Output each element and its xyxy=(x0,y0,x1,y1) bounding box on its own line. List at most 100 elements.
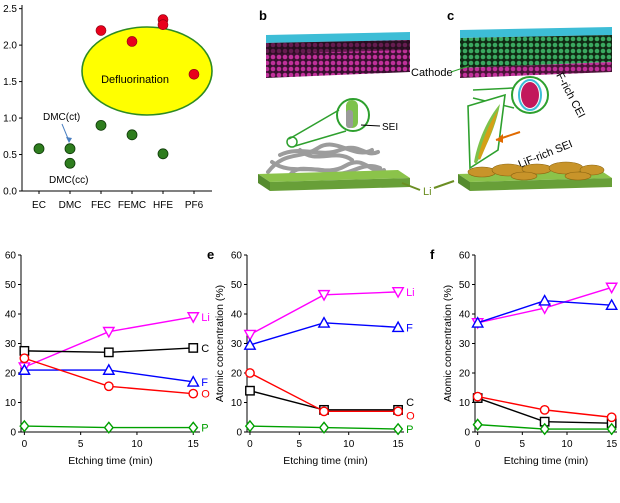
series-label-c: C xyxy=(201,343,209,355)
annotation-dmc-cc: DMC(cc) xyxy=(49,175,88,186)
y-tick-label: 0 xyxy=(464,428,470,439)
x-tick-label: PF6 xyxy=(185,200,204,211)
data-point-green xyxy=(64,143,76,155)
series-label-p: P xyxy=(406,424,413,436)
cathode-c xyxy=(460,35,612,68)
data-point-red xyxy=(188,68,200,80)
y-tick-label: 30 xyxy=(459,339,471,350)
series-label-o: O xyxy=(406,410,415,422)
y-tick-label: 0.0 xyxy=(3,187,17,198)
data-point xyxy=(19,419,30,433)
data-point xyxy=(472,391,483,402)
y-tick-label: 10 xyxy=(459,398,471,409)
x-axis-label: Etching time (min) xyxy=(68,455,153,467)
y-tick-label: 60 xyxy=(231,251,243,262)
data-point xyxy=(392,422,404,436)
x-tick-label: DMC xyxy=(59,200,82,211)
data-point xyxy=(19,353,30,364)
cathode-top-c xyxy=(460,27,612,38)
sei-pointer xyxy=(360,124,381,127)
li-slab-b xyxy=(258,174,270,191)
x-tick-label: FEMC xyxy=(118,200,146,211)
li-slab-b-front xyxy=(270,178,410,191)
data-point xyxy=(317,289,331,302)
data-point xyxy=(539,422,550,436)
x-tick-label: 15 xyxy=(393,439,405,450)
cathode-top-b xyxy=(266,32,410,43)
sei-particle-core xyxy=(346,110,353,128)
panel-label-f: f xyxy=(430,247,435,262)
li-arrow-right xyxy=(433,180,455,189)
y-axis-label: Atomic concentration (%) xyxy=(214,285,226,402)
data-point-green xyxy=(95,119,107,131)
y-tick-label: 0.5 xyxy=(3,150,17,161)
cei-particle-shell xyxy=(518,79,542,111)
li-label: Li xyxy=(423,186,432,198)
y-tick-label: 0 xyxy=(236,428,242,439)
y-tick-label: 20 xyxy=(459,369,471,380)
li-slab-c-front xyxy=(470,178,612,191)
data-point xyxy=(188,421,199,434)
data-point xyxy=(605,298,619,311)
lithium-deposits-c xyxy=(467,161,605,181)
data-point xyxy=(391,286,405,299)
li-arrow-left xyxy=(401,182,421,191)
y-tick-label: 40 xyxy=(5,310,17,321)
sei-label: SEI xyxy=(382,122,398,133)
data-point xyxy=(188,343,199,353)
x-tick-label: HFE xyxy=(153,200,173,211)
x-tick-label: 0 xyxy=(22,439,28,450)
y-axis-label: Atomic concentration (%) xyxy=(442,285,454,402)
data-point xyxy=(186,375,200,387)
data-point xyxy=(539,404,550,415)
data-point xyxy=(188,388,199,399)
series-label-f: F xyxy=(406,322,413,334)
panel-label-e: e xyxy=(207,247,214,262)
series-line-li xyxy=(24,316,194,368)
data-point xyxy=(102,326,116,339)
data-point xyxy=(102,363,116,375)
lif-pointer-head xyxy=(496,134,503,143)
data-point xyxy=(393,406,403,417)
panel-f-chart: f 0 10 20 30 40 50 60 0 5 10 15 Etching time (min) A… xyxy=(430,247,619,467)
x-tick-label: 5 xyxy=(297,439,303,450)
x-tick-label: 10 xyxy=(561,439,573,450)
data-point xyxy=(391,320,405,333)
cathode-label: Cathode xyxy=(411,67,453,79)
data-point xyxy=(17,363,31,375)
x-tick-label: 0 xyxy=(247,439,253,450)
data-point xyxy=(538,294,552,306)
data-point-green xyxy=(64,157,76,169)
data-point-red xyxy=(95,25,107,36)
data-point xyxy=(605,282,619,295)
y-tick-label: 0 xyxy=(10,428,16,439)
x-tick-label: 10 xyxy=(343,439,355,450)
data-point xyxy=(243,338,257,350)
annotation-defluorination: Defluorination xyxy=(101,74,169,86)
li-slab-b-top xyxy=(258,170,410,182)
series-label-li: Li xyxy=(406,287,415,299)
panel-label-c: c xyxy=(447,8,454,23)
y-tick-label: 10 xyxy=(231,398,243,409)
data-point xyxy=(606,412,617,423)
x-tick-label: EC xyxy=(32,200,46,211)
zoom-origin-b xyxy=(286,136,298,148)
data-point xyxy=(606,422,617,436)
panel-a-chart: 0.0 0.5 1.0 1.5 2.0 2.5 EC DMC FEC FEMC HFE PF6 De… xyxy=(3,4,213,211)
data-point xyxy=(317,316,331,328)
cei-particle xyxy=(521,82,539,108)
y-tick-label: 40 xyxy=(459,310,471,321)
cathode-pointer xyxy=(450,65,470,73)
data-point-green xyxy=(157,148,169,160)
y-tick-label: 10 xyxy=(5,398,17,409)
data-point xyxy=(103,347,114,358)
y-tick-label: 60 xyxy=(459,251,471,262)
panel-c-illustration: c Cathode F-rich CEI LiF-rich SEI xyxy=(411,8,612,191)
y-tick-label: 20 xyxy=(5,369,17,380)
y-tick-label: 2.0 xyxy=(3,41,17,52)
x-tick-label: 0 xyxy=(475,439,481,450)
series-label-p: P xyxy=(201,423,208,435)
annotation-arrowhead xyxy=(66,137,72,143)
series-label-o: O xyxy=(201,389,210,401)
